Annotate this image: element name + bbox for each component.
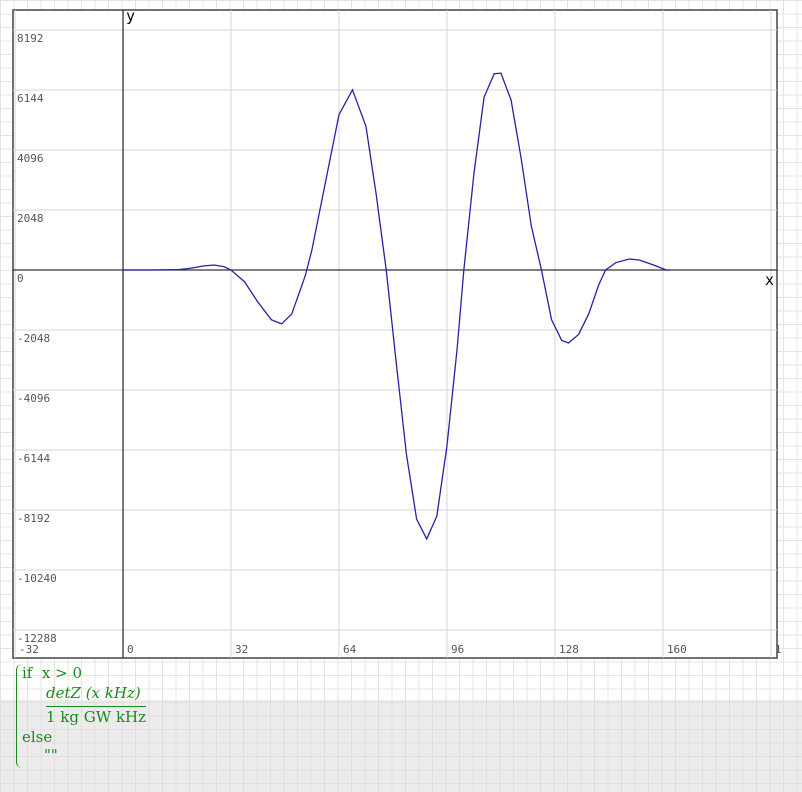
- y-tick-label: 2048: [17, 212, 44, 225]
- y-tick-label: 0: [17, 272, 24, 285]
- y-tick-label: 8192: [17, 32, 44, 45]
- y-tick-label: -8192: [17, 512, 50, 525]
- otherwise: "": [44, 746, 58, 764]
- y-axis-label: y: [126, 7, 135, 25]
- brace: [16, 664, 23, 768]
- y-tick-label: -4096: [17, 392, 50, 405]
- x-tick-label: -32: [19, 643, 39, 656]
- x-tick-label: 1: [775, 643, 782, 656]
- y-tick-label: 6144: [17, 92, 44, 105]
- condition: if x > 0: [22, 664, 82, 682]
- y-tick-label: -12288: [17, 632, 57, 645]
- data-line: [123, 72, 670, 541]
- x-tick-label: 96: [451, 643, 464, 656]
- y-tick-label: -10240: [17, 572, 57, 585]
- denominator: 1 kg GW kHz: [46, 706, 147, 726]
- y-tick-label: 4096: [17, 152, 44, 165]
- x-tick-label: 64: [343, 643, 357, 656]
- x-tick-label: 32: [235, 643, 248, 656]
- else: else: [22, 728, 53, 746]
- chart: -12288 -10240 -8192 -6144 -4096 -2048 0 2048 409…: [12, 7, 782, 659]
- x-axis-label: x: [765, 271, 774, 289]
- x-tick-label: 160: [667, 643, 687, 656]
- lower-region: [0, 700, 802, 792]
- x-tick-label: 128: [559, 643, 579, 656]
- y-tick-label: -2048: [17, 332, 50, 345]
- x-tick-label: 0: [127, 643, 134, 656]
- numerator: detZ (x kHz): [46, 684, 141, 702]
- y-tick-label: -6144: [17, 452, 50, 465]
- plot-frame: [12, 9, 778, 659]
